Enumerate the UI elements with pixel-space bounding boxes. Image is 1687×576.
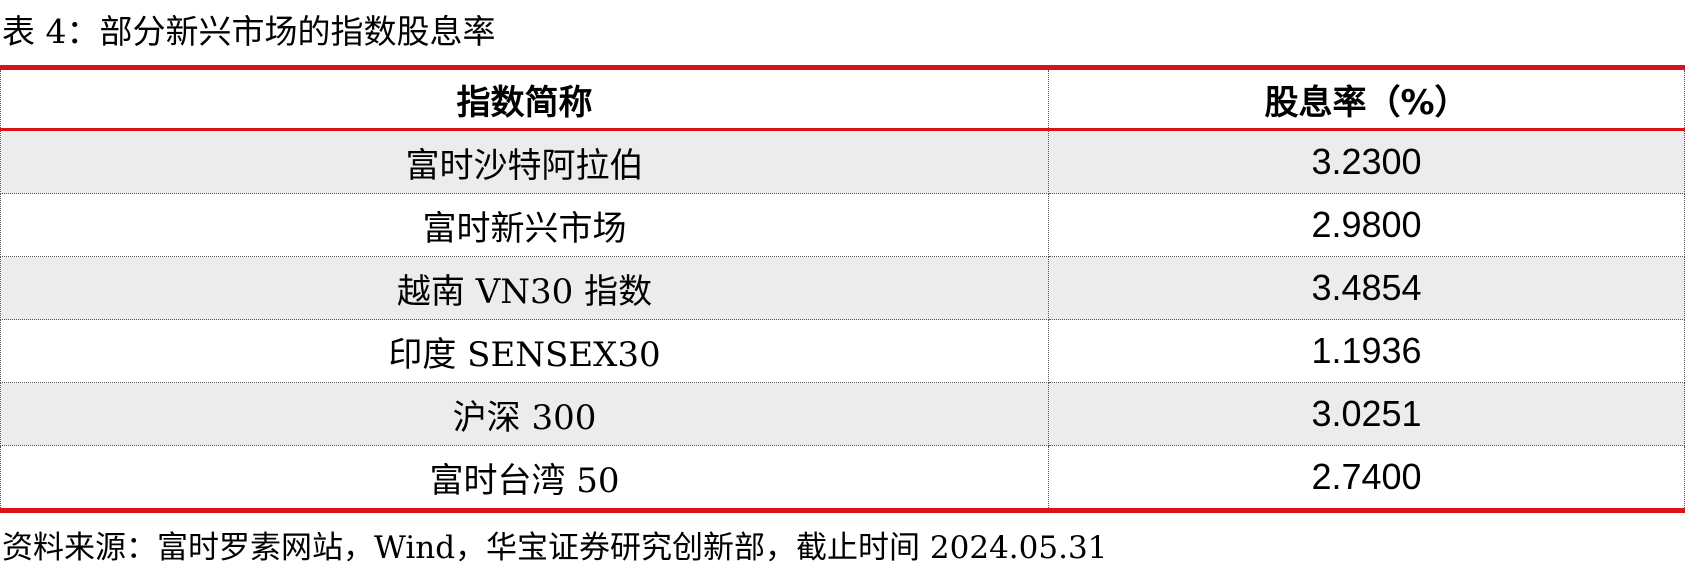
table-row: 富时台湾 50 2.7400 [0, 445, 1685, 511]
table-caption: 表 4：部分新兴市场的指数股息率 [2, 12, 496, 51]
table-row: 印度 SENSEX30 1.1936 [0, 319, 1685, 383]
index-name-cell: 印度 SENSEX30 [0, 319, 1049, 383]
index-name-cell: 富时沙特阿拉伯 [0, 129, 1049, 194]
index-name-cell: 越南 VN30 指数 [0, 256, 1049, 320]
table-header-row: 指数简称 股息率（%） [0, 67, 1685, 131]
dividend-yield-cell: 2.7400 [1048, 445, 1685, 511]
source-note: 资料来源：富时罗素网站，Wind，华宝证券研究创新部，截止时间 2024.05.… [2, 530, 1108, 566]
header-dividend-yield: 股息率（%） [1048, 67, 1685, 131]
dividend-yield-cell: 2.9800 [1048, 193, 1685, 257]
dividend-yield-table: 指数简称 股息率（%） 富时沙特阿拉伯 3.2300 富时新兴市场 2.9800… [0, 65, 1685, 513]
dividend-yield-cell: 3.4854 [1048, 256, 1685, 320]
index-name-cell: 富时台湾 50 [0, 445, 1049, 511]
table-row: 越南 VN30 指数 3.4854 [0, 256, 1685, 320]
table-row: 富时新兴市场 2.9800 [0, 193, 1685, 257]
header-index-name: 指数简称 [0, 67, 1049, 131]
table-row: 富时沙特阿拉伯 3.2300 [0, 129, 1685, 194]
dividend-yield-cell: 3.2300 [1048, 129, 1685, 194]
index-name-cell: 富时新兴市场 [0, 193, 1049, 257]
dividend-yield-cell: 1.1936 [1048, 319, 1685, 383]
index-name-cell: 沪深 300 [0, 382, 1049, 446]
dividend-yield-table-container: 指数简称 股息率（%） 富时沙特阿拉伯 3.2300 富时新兴市场 2.9800… [0, 65, 1685, 513]
dividend-yield-cell: 3.0251 [1048, 382, 1685, 446]
table-row: 沪深 300 3.0251 [0, 382, 1685, 446]
